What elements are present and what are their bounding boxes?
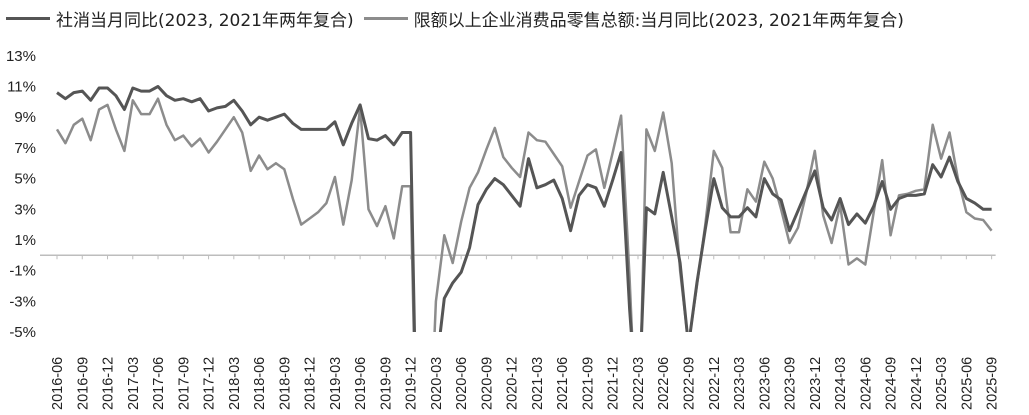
x-tick-label: 2019-12: [404, 357, 420, 410]
y-tick-label: -1%: [9, 263, 36, 280]
x-tick-label: 2016-12: [101, 357, 117, 410]
series-line-above-quota-sales: [55, 97, 993, 332]
legend-item-above-quota-sales: 限额以上企业消费品零售总额:当月同比(2023, 2021年两年复合): [363, 6, 904, 31]
x-tick-label: 2024-06: [858, 357, 874, 410]
x-tick-label: 2024-09: [884, 357, 900, 410]
x-tick-label: 2023-12: [808, 357, 824, 410]
x-tick-label: 2021-12: [606, 357, 622, 410]
x-tick-label: 2018-06: [252, 357, 268, 410]
x-tick-label: 2021-09: [580, 357, 596, 410]
x-tick-label: 2017-06: [151, 357, 167, 410]
x-tick-label: 2025-06: [959, 357, 975, 410]
x-tick-label: 2020-03: [429, 357, 445, 410]
y-axis: 13% 11% 9% 7% 5% 3% 1% -1% -3% -5%: [6, 48, 36, 341]
y-tick-label: 11%: [7, 78, 36, 95]
x-tick-label: 2022-12: [707, 357, 723, 410]
series-line-retail-sales: [56, 85, 992, 332]
legend-label: 社消当月同比(2023, 2021年两年复合): [56, 10, 354, 31]
x-tick-label: 2016-09: [75, 357, 91, 410]
x-tick-label: 2023-09: [783, 357, 799, 410]
x-tick-label: 2023-03: [732, 357, 748, 410]
x-tick-label: 2018-09: [277, 357, 293, 410]
x-tick-label: 2025-03: [934, 357, 950, 410]
y-tick-label: 3%: [14, 201, 36, 218]
x-tick-label: 2018-12: [303, 357, 319, 410]
x-tick-label: 2023-06: [757, 357, 773, 410]
x-tick-label: 2019-03: [328, 357, 344, 410]
x-tick-label: 2018-03: [227, 357, 243, 410]
x-tick-label: 2019-09: [378, 357, 394, 410]
x-tick-label: 2024-03: [833, 357, 849, 410]
x-tick-label: 2024-12: [909, 357, 925, 410]
x-tick-label: 2022-06: [656, 357, 672, 410]
y-tick-label: 9%: [14, 109, 36, 126]
y-tick-label: 5%: [14, 171, 36, 188]
y-tick-label: 13%: [6, 48, 36, 65]
legend-label: 限额以上企业消费品零售总额:当月同比(2023, 2021年两年复合): [413, 10, 904, 31]
x-axis: 2016-06 2016-09 2016-12 2017-03 2017-06 2017-…: [40, 254, 1001, 410]
x-tick-label: 2020-09: [479, 357, 495, 410]
legend-item-retail-sales: 社消当月同比(2023, 2021年两年复合): [6, 6, 354, 31]
legend-swatch-light-line: [363, 16, 408, 20]
x-tick-label: 2025-09: [985, 357, 1001, 410]
y-tick-label: -5%: [9, 324, 36, 341]
y-tick-label: 1%: [14, 232, 36, 249]
x-tick-label: 2021-03: [530, 357, 546, 410]
chart-legend: 社消当月同比(2023, 2021年两年复合) 限额以上企业消费品零售总额:当月…: [6, 6, 1029, 31]
x-tick-label: 2022-03: [631, 357, 647, 410]
y-tick-label: 7%: [14, 140, 36, 157]
series-lines: [55, 85, 993, 332]
x-tick-label: 2019-06: [353, 357, 369, 410]
x-tick-label: 2016-06: [50, 357, 66, 410]
legend-swatch-dark-line: [6, 16, 50, 20]
x-tick-label: 2017-03: [126, 357, 142, 410]
y-tick-label: -3%: [9, 293, 36, 310]
x-tick-label: 2017-09: [176, 357, 192, 410]
x-tick-label: 2017-12: [202, 357, 218, 410]
x-tick-label: 2022-09: [682, 357, 698, 410]
x-tick-label: 2020-06: [454, 357, 470, 410]
x-tick-label: 2021-06: [555, 357, 571, 410]
x-tick-label: 2020-12: [505, 357, 521, 410]
